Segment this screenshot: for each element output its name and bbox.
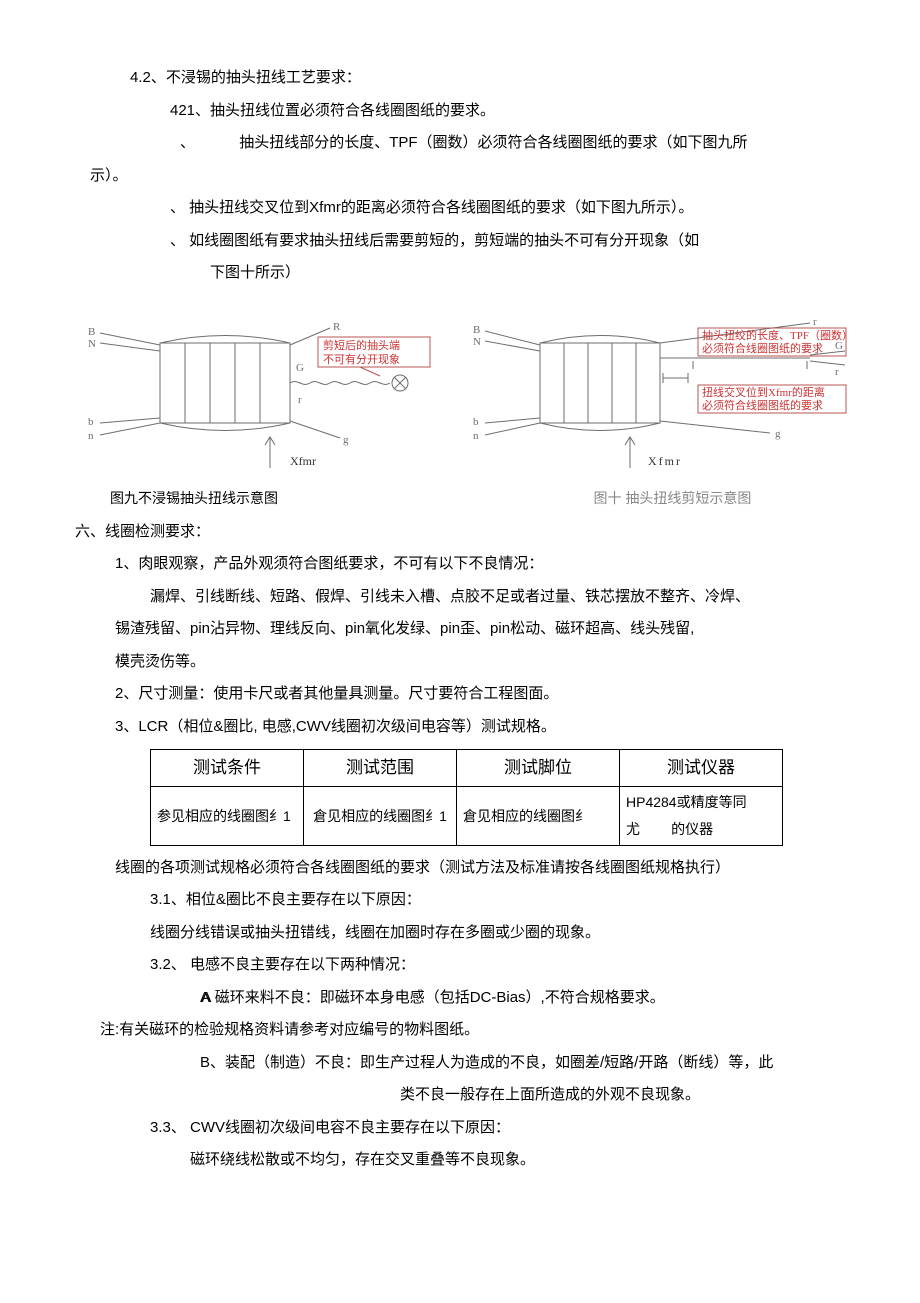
p32: 3.2、 电感不良主要存在以下两种情况： xyxy=(150,951,850,980)
p31: 3.1、相位&圈比不良主要存在以下原因： xyxy=(150,886,850,915)
bullet-2: 抽头扭线部分的长度、TPF（圈数）必须符合各线圈图纸的要求（如下图九所 xyxy=(239,134,747,151)
bullet-2-pre: 、 xyxy=(180,134,195,151)
th-condition: 测试条件 xyxy=(151,750,304,787)
td-c2: 倉见相应的线圈图纟1 xyxy=(304,787,457,845)
fig10-caption: 图十 抽头扭线剪短示意图 xyxy=(495,485,850,512)
fig9-N: N xyxy=(88,338,96,350)
p6-1b: 锡渣残留、pin沾异物、理线反向、pin氧化发绿、pin歪、pin松动、磁环超高… xyxy=(115,615,850,644)
p6-2: 2、尺寸测量：使用卡尺或者其他量具测量。尺寸要符合工程图面。 xyxy=(115,680,850,709)
after-line: 线圈的各项测试规格必须符合各线圈图纸的要求（测试方法及标准请按各线圈图纸规格执行… xyxy=(115,854,850,883)
fig9-b: b xyxy=(88,416,94,428)
bullet-4b: 下图十所示） xyxy=(210,259,850,288)
figure-10: B N b n r G r 抽头扭绞的长度、TPF（圈数） 必须符合线圈图纸的要… xyxy=(470,303,850,484)
bullet-3: 、 抽头扭线交叉位到Xfmr的距离必须符合各线圈图纸的要求（如下图九所示）。 xyxy=(170,194,850,223)
sec-4-2-title: 4.2、不浸锡的抽头扭线工艺要求： xyxy=(130,64,850,93)
p6-1c: 模壳烫伤等。 xyxy=(115,648,850,677)
td-c4b: 尤 的仪器 xyxy=(626,821,713,837)
test-table: 测试条件 测试范围 测试脚位 测试仪器 参见相应的线圈图纟1 倉见相应的线圈图纟… xyxy=(150,749,783,845)
fig10-xfmr: Xfmr xyxy=(648,454,682,468)
fig9-G: G xyxy=(296,362,304,374)
fig9-r: r xyxy=(298,394,302,406)
fig10-noteA2: 必须符合线圈图纸的要求 xyxy=(702,341,823,355)
fig10-b: b xyxy=(473,416,479,428)
td-c4a: HP4284或精度等同 xyxy=(626,794,747,810)
p33: 3.3、 CWV线圈初次级间电容不良主要存在以下原因： xyxy=(150,1114,850,1143)
fig9-n: n xyxy=(88,430,94,442)
th-instrument: 测试仪器 xyxy=(620,750,783,787)
th-range: 测试范围 xyxy=(304,750,457,787)
svg-text:r: r xyxy=(813,316,817,328)
bullet-4a: 、 如线圈图纸有要求抽头扭线后需要剪短的，剪短端的抽头不可有分开现象（如 xyxy=(170,227,850,256)
p31a: 线圈分线错误或抽头扭错线，线圈在加圈时存在多圈或少圈的现象。 xyxy=(150,919,850,948)
fig9-caption: 图九不浸锡抽头扭线示意图 xyxy=(80,485,465,512)
fig10-N: N xyxy=(473,336,481,348)
figure-captions: 图九不浸锡抽头扭线示意图 图十 抽头扭线剪短示意图 xyxy=(80,485,850,512)
p6-1: 1、肉眼观察，产品外观须符合图纸要求，不可有以下不良情况： xyxy=(115,550,850,579)
table-header-row: 测试条件 测试范围 测试脚位 测试仪器 xyxy=(151,750,783,787)
fig9-B: B xyxy=(88,326,95,338)
fig10-n: n xyxy=(473,430,479,442)
td-c4: HP4284或精度等同尤 的仪器 xyxy=(620,787,783,845)
sec-6-title: 六、线圈检测要求： xyxy=(75,518,850,547)
p33a: 磁环绕线松散或不均匀，存在交叉重叠等不良现象。 xyxy=(190,1146,850,1175)
table-row: 参见相应的线圈图纟1 倉见相应的线圈图纟1 倉见相应的线圈图纟 HP4284或精… xyxy=(151,787,783,845)
fig10-B: B xyxy=(473,324,480,336)
fig9-note1: 剪短后的抽头端 xyxy=(323,338,400,352)
p-421: 421、抽头扭线位置必须符合各线圈图纸的要求。 xyxy=(170,97,850,126)
fig9-xfmr: Xfmr xyxy=(290,454,316,468)
th-pin: 测试脚位 xyxy=(457,750,620,787)
p6-1a: 漏焊、引线断线、短路、假焊、引线未入槽、点胶不足或者过量、铁芯摆放不整齐、冷焊、 xyxy=(150,583,850,612)
fig10-g: g xyxy=(775,428,781,440)
p32A-text: A 磁环来料不良：即磁环本身电感（包括DC-Bias）,不符合规格要求。 xyxy=(201,989,664,1006)
p32A: A A 磁环来料不良：即磁环本身电感（包括DC-Bias）,不符合规格要求。 xyxy=(200,984,850,1013)
bullet-2-tail: 示）。 xyxy=(90,162,850,191)
fig10-noteB1: 扭线交叉位到Xfmr的距离 xyxy=(702,385,825,399)
note-mag: 注:有关磁环的检验规格资料请参考对应编号的物料图纸。 xyxy=(100,1016,850,1045)
td-c3: 倉见相应的线圈图纟 xyxy=(457,787,620,845)
td-c1: 参见相应的线圈图纟1 xyxy=(151,787,304,845)
p32B2: 类不良一般存在上面所造成的外观不良现象。 xyxy=(400,1081,850,1110)
fig10-r: r xyxy=(835,366,839,378)
fig10-noteB2: 必须符合线圈图纸的要求 xyxy=(702,398,823,412)
figure-9: B N R 剪短后的抽头端 不可有分开现象 G r b n xyxy=(80,303,440,484)
fig9-g: g xyxy=(343,434,349,446)
figure-row: B N R 剪短后的抽头端 不可有分开现象 G r b n xyxy=(80,303,850,484)
bullet-2-wrap: 、 抽头扭线部分的长度、TPF（圈数）必须符合各线圈图纸的要求（如下图九所 xyxy=(200,129,850,158)
fig9-R: R xyxy=(333,321,341,333)
fig10-noteA1: 抽头扭绞的长度、TPF（圈数） xyxy=(702,328,850,342)
p6-3: 3、LCR（相位&圈比, 电感,CWV线圈初次级间电容等）测试规格。 xyxy=(115,713,850,742)
p32B1: B、装配（制造）不良：即生产过程人为造成的不良，如圈差/短路/开路（断线）等，此 xyxy=(200,1049,850,1078)
fig9-note2: 不可有分开现象 xyxy=(323,352,400,366)
